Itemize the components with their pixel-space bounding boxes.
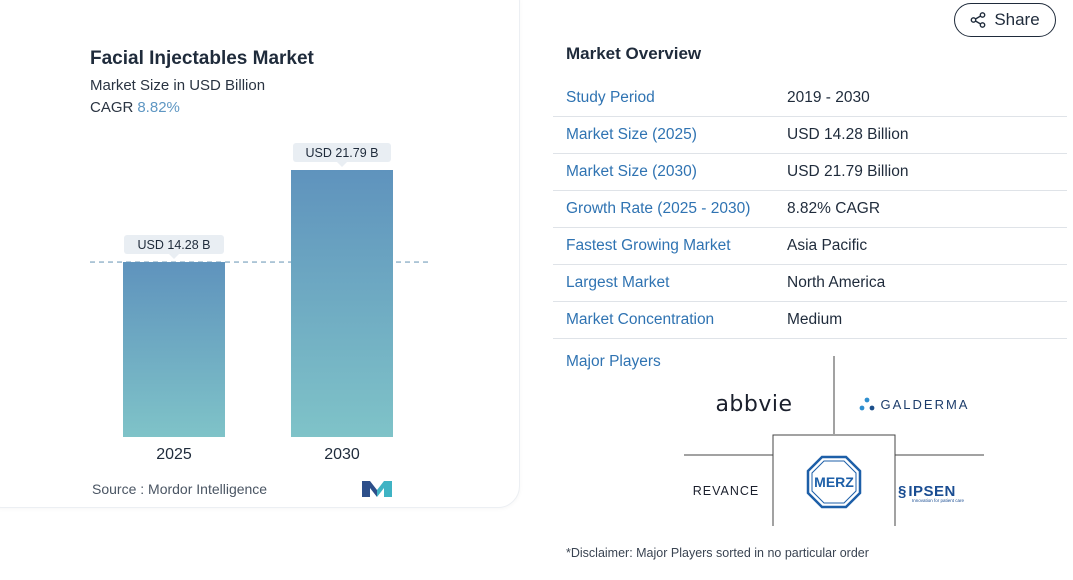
- overview-row-value: 8.82% CAGR: [787, 200, 881, 217]
- overview-row-label: Study Period: [566, 89, 655, 106]
- chart-source: Source : Mordor Intelligence: [92, 481, 268, 497]
- chart-subtitle: Market Size in USD Billion: [90, 77, 266, 94]
- player-ipsen-logo: § IPSEN Innovation for patient care: [898, 483, 965, 503]
- chart-cagr: CAGR 8.82%: [90, 99, 180, 116]
- major-players-grid: abbvie GALDERMA REVANCE MERZ § IPSEN Inn…: [684, 356, 984, 526]
- overview-row: Market Concentration Medium: [553, 302, 1067, 339]
- cagr-label: CAGR: [90, 99, 134, 116]
- overview-row-value: USD 14.28 Billion: [787, 126, 909, 143]
- overview-title: Market Overview: [566, 44, 702, 63]
- data-label-pointer: [337, 162, 347, 167]
- bar-chart: USD 14.28 B 2025 USD 21.79 B 2030: [90, 143, 430, 463]
- player-merz-logo: MERZ: [799, 452, 869, 512]
- share-icon: [970, 12, 986, 28]
- merz-octagon-icon: [806, 455, 862, 509]
- share-label: Share: [994, 10, 1040, 29]
- category-label: 2025: [156, 446, 192, 463]
- player-abbvie-logo: abbvie: [715, 391, 793, 417]
- overview-row: Market Size (2030) USD 21.79 Billion: [553, 154, 1067, 191]
- data-label: USD 21.79 B: [306, 146, 379, 160]
- overview-row-value: 2019 - 2030: [787, 89, 870, 106]
- overview-row: Growth Rate (2025 - 2030) 8.82% CAGR: [553, 191, 1067, 228]
- players-grid-lines: [684, 356, 984, 526]
- overview-row: Market Size (2025) USD 14.28 Billion: [553, 117, 1067, 154]
- overview-row: Fastest Growing Market Asia Pacific: [553, 228, 1067, 265]
- overview-row-label: Growth Rate (2025 - 2030): [566, 200, 751, 217]
- data-label-bg: [293, 143, 391, 162]
- overview-row-value: USD 21.79 Billion: [787, 163, 909, 180]
- cagr-value: 8.82%: [137, 99, 180, 116]
- overview-row-label: Market Size (2030): [566, 163, 697, 180]
- overview-row-label: Fastest Growing Market: [566, 237, 731, 254]
- bar: [291, 170, 393, 437]
- overview-table: Study Period 2019 - 2030 Market Size (2025…: [553, 80, 1067, 339]
- data-label-pointer: [169, 254, 179, 260]
- overview-row-label: Largest Market: [566, 274, 670, 291]
- overview-row-label: Market Concentration: [566, 311, 715, 328]
- overview-row: Largest Market North America: [553, 265, 1067, 302]
- major-players-title: Major Players: [566, 353, 661, 370]
- player-galderma-logo: GALDERMA: [849, 386, 979, 422]
- ipsen-mark-icon: §: [898, 483, 907, 500]
- overview-row-value: Asia Pacific: [787, 237, 868, 254]
- overview-row-label: Market Size (2025): [566, 126, 697, 143]
- data-label-bg: [124, 235, 224, 255]
- galderma-mark-icon: [859, 397, 874, 411]
- disclaimer: *Disclaimer: Major Players sorted in no …: [566, 546, 869, 560]
- overview-row-value: Medium: [787, 311, 843, 328]
- overview-row: Study Period 2019 - 2030: [553, 80, 1067, 117]
- share-button[interactable]: Share: [954, 3, 1056, 37]
- overview-row-value: North America: [787, 274, 886, 291]
- mordor-logo-icon: [362, 481, 392, 497]
- bar: [123, 262, 225, 437]
- data-label: USD 14.28 B: [138, 238, 211, 252]
- chart-card: [0, 0, 520, 508]
- chart-title: Facial Injectables Market: [90, 48, 314, 69]
- category-label: 2030: [324, 446, 360, 463]
- player-revance-logo: REVANCE: [692, 484, 760, 498]
